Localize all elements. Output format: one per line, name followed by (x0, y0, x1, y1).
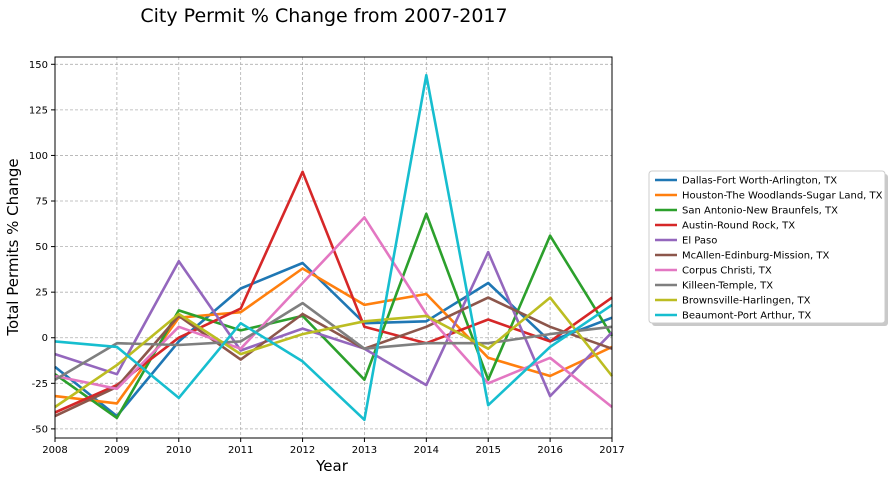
y-tick-label: 125 (29, 105, 48, 116)
x-tick-label: 2015 (475, 445, 500, 456)
x-tick-label: 2009 (104, 445, 129, 456)
y-tick-label: -25 (32, 379, 48, 390)
series-line-9 (54, 73, 613, 422)
series-line-7 (54, 301, 613, 381)
legend-label-4: El Paso (682, 236, 717, 247)
y-tick-label: 0 (42, 333, 48, 344)
series-layer (54, 73, 614, 422)
x-tick-label: 2010 (166, 445, 191, 456)
y-axis-label: Total Permits % Change (4, 158, 22, 336)
legend-label-6: Corpus Christi, TX (682, 266, 772, 277)
x-tick-label: 2008 (42, 445, 67, 456)
series-line-8 (54, 296, 614, 409)
y-tick-label: 150 (29, 60, 48, 71)
x-tick-label: 2013 (352, 445, 377, 456)
legend-label-5: McAllen-Edinburg-Mission, TX (682, 251, 830, 262)
chart-title: City Permit % Change from 2007-2017 (140, 5, 507, 27)
series-line-6 (54, 216, 613, 409)
y-tick-label: 100 (29, 151, 48, 162)
series-line-5 (54, 296, 613, 418)
x-axis-label: Year (315, 457, 349, 475)
series-line-2 (54, 212, 614, 420)
ticks: 2008 2009 2010 2011 2012 2013 2014 2015 2016 2017… (29, 60, 625, 456)
legend-items: Dallas-Fort Worth-Arlington, TX Houston-T… (655, 176, 883, 322)
legend-box (648, 170, 886, 324)
x-tick-label: 2012 (290, 445, 315, 456)
legend-label-8: Brownsville-Harlingen, TX (682, 296, 811, 307)
legend-label-7: Killeen-Temple, TX (682, 281, 773, 292)
x-tick-label: 2011 (228, 445, 253, 456)
legend-label-0: Dallas-Fort Worth-Arlington, TX (682, 176, 837, 187)
x-tick-label: 2017 (599, 445, 624, 456)
legend-label-9: Beaumont-Port Arthur, TX (682, 311, 811, 322)
x-tick-label: 2016 (537, 445, 562, 456)
legend: Dallas-Fort Worth-Arlington, TX Houston-T… (648, 170, 888, 326)
legend-label-1: Houston-The Woodlands-Sugar Land, TX (682, 191, 883, 202)
legend-label-3: Austin-Round Rock, TX (682, 221, 795, 232)
plot-frame (54, 56, 613, 439)
y-tick-label: 50 (35, 242, 48, 253)
x-tick-label: 2014 (414, 445, 439, 456)
y-tick-label: -50 (32, 424, 48, 435)
y-tick-label: 75 (35, 197, 48, 208)
y-tick-label: 25 (35, 288, 48, 299)
legend-label-2: San Antonio-New Braunfels, TX (682, 206, 838, 217)
